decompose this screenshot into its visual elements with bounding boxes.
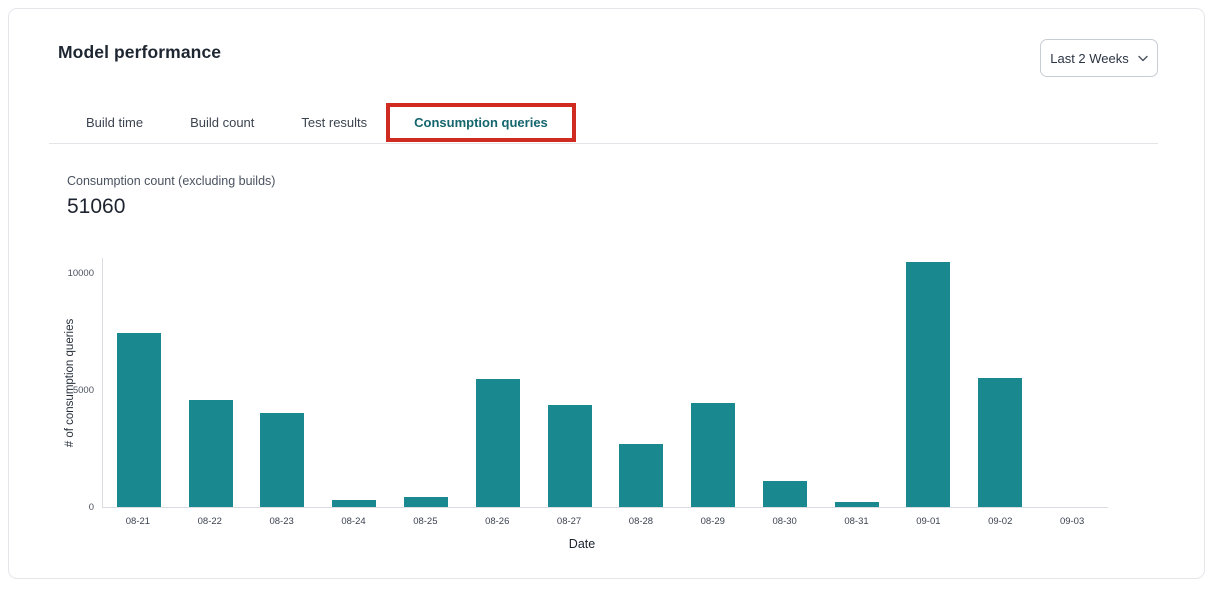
x-tick-label-09-02: 09-02 xyxy=(988,516,1013,527)
x-tick-label-08-29: 08-29 xyxy=(700,516,725,527)
chart-slot-08-27 xyxy=(534,258,606,507)
y-tick-label-0: 0 xyxy=(88,502,94,513)
metric-label: Consumption count (excluding builds) xyxy=(67,174,276,188)
chart-plot-area xyxy=(102,258,1108,508)
tab-build-count[interactable]: Build count xyxy=(190,115,255,130)
chart-bar-08-26[interactable] xyxy=(475,379,520,507)
chart-slot-08-21 xyxy=(103,258,175,507)
x-tick-label-08-23: 08-23 xyxy=(269,516,294,527)
chart-slot-08-29 xyxy=(677,258,749,507)
y-tick-label-5000: 5000 xyxy=(72,385,94,397)
x-tick-label-08-31: 08-31 xyxy=(844,516,869,527)
chart-bar-08-21[interactable] xyxy=(116,333,161,507)
chart-bar-08-22[interactable] xyxy=(188,400,233,507)
tabbar-divider xyxy=(49,143,1158,144)
chart-slot-09-02 xyxy=(964,258,1036,507)
chart-slot-09-01 xyxy=(893,258,965,507)
date-range-dropdown[interactable]: Last 2 Weeks xyxy=(1040,39,1158,77)
chart-slot-08-31 xyxy=(821,258,893,507)
chart-bar-08-28[interactable] xyxy=(619,444,664,507)
chart-slot-08-22 xyxy=(175,258,247,507)
chevron-down-icon xyxy=(1138,55,1148,61)
chart-bar-08-31[interactable] xyxy=(834,502,879,507)
x-tick-label-08-24: 08-24 xyxy=(341,516,366,527)
x-tick-label-08-28: 08-28 xyxy=(628,516,654,527)
date-range-value: Last 2 Weeks xyxy=(1050,50,1129,66)
x-tick-label-08-30: 08-30 xyxy=(772,516,797,527)
chart-slot-08-23 xyxy=(247,258,319,507)
metric-value: 51060 xyxy=(67,195,126,218)
tab-build-time[interactable]: Build time xyxy=(86,115,144,130)
consumption-queries-chart: # of consumption queries 0 5000 10000 08-2… xyxy=(56,258,1108,568)
chart-bars xyxy=(103,258,1108,507)
model-performance-card: Model performance Last 2 Weeks Build tim… xyxy=(8,8,1205,579)
x-tick-label-08-22: 08-22 xyxy=(197,516,222,527)
chart-bar-09-02[interactable] xyxy=(978,377,1023,507)
chart-bar-08-29[interactable] xyxy=(691,402,736,507)
chart-bar-08-23[interactable] xyxy=(260,412,305,507)
x-tick-label-09-01: 09-01 xyxy=(916,516,941,527)
chart-bar-08-27[interactable] xyxy=(547,405,592,507)
x-axis-ticks: 08-21 08-22 08-23 08-24 08-25 08-26 08-27 08-28… xyxy=(102,516,1108,527)
x-axis-title: Date xyxy=(568,537,596,551)
chart-slot-08-26 xyxy=(462,258,534,507)
page-title: Model performance xyxy=(58,42,222,62)
chart-bar-08-24[interactable] xyxy=(332,500,377,507)
chart-slot-08-25 xyxy=(390,258,462,507)
chart-bar-09-01[interactable] xyxy=(906,262,951,507)
chart-bar-08-30[interactable] xyxy=(762,480,807,507)
x-tick-label-08-27: 08-27 xyxy=(556,516,582,527)
chart-slot-09-03 xyxy=(1036,258,1108,507)
y-tick-label-10000: 10000 xyxy=(67,268,94,280)
x-tick-label-08-21: 08-21 xyxy=(125,516,151,527)
y-axis-ticks: 0 5000 10000 xyxy=(56,258,98,513)
chart-slot-08-30 xyxy=(749,258,821,507)
tab-consumption-queries[interactable]: Consumption queries xyxy=(386,103,576,142)
x-tick-label-08-25: 08-25 xyxy=(413,516,438,527)
chart-slot-08-24 xyxy=(318,258,390,507)
chart-bar-08-25[interactable] xyxy=(404,496,449,507)
chart-slot-08-28 xyxy=(605,258,677,507)
x-tick-label-09-03: 09-03 xyxy=(1059,516,1085,527)
tab-bar: Build time Build count Test results Cons… xyxy=(86,101,576,144)
tab-test-results[interactable]: Test results xyxy=(301,115,368,130)
x-tick-label-08-26: 08-26 xyxy=(485,516,510,527)
